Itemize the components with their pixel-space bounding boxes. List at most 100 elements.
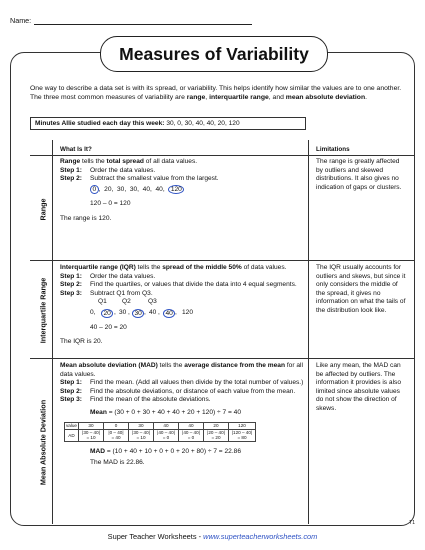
intro-term-mad: mean absolute deviation (285, 94, 366, 102)
range-limitation: The range is greatly affected by outlier… (316, 158, 402, 191)
step-text: Subtract Q1 from Q3. (90, 289, 153, 297)
table-cell: |30 – 40| = 10 (127, 428, 154, 442)
table-cell: |40 – 40| = 0 (152, 428, 179, 442)
side-label-mad: Mean Absolute Deviation (38, 399, 48, 486)
row-divider (30, 155, 414, 156)
value: , (175, 309, 177, 317)
cell-line: = 0 (162, 435, 170, 441)
text: of all data values. (143, 158, 198, 165)
intro-term-range: range (186, 94, 206, 102)
column-header-what: What Is It? (60, 146, 92, 153)
step-label: Step 3: (60, 396, 82, 404)
term: total spread (106, 158, 144, 165)
intro-end: . (365, 94, 367, 102)
cell-line: |0 – 40| (108, 430, 124, 436)
row-divider (30, 260, 414, 261)
q2-label: Q2 (122, 298, 131, 306)
circled-q1: 20 (101, 309, 114, 319)
circled-q3: 40 (163, 309, 176, 319)
mad-content: Mean absolute deviation (MAD) tells the … (60, 362, 304, 468)
text: tells the (157, 362, 185, 369)
table-cell: 30 (127, 421, 154, 430)
data-box-values: 30, 0, 30, 40, 40, 20, 120 (166, 120, 240, 127)
text: tells the (135, 264, 163, 271)
value: 120 (182, 309, 194, 317)
table-cell: 40 (177, 421, 204, 430)
mad-calculation: MAD = (10 + 40 + 10 + 0 + 0 + 20 + 80) ÷… (90, 448, 304, 457)
mad-limitation: Like any mean, the MAD can be affected b… (316, 362, 402, 412)
column-divider (52, 140, 53, 524)
intro-text: One way to describe a data set is with i… (30, 85, 402, 102)
step-text: Find the absolute deviations, or distanc… (90, 387, 296, 395)
iqr-calculation: 40 – 20 = 20 (90, 324, 127, 332)
step-label: Step 1: (60, 272, 82, 280)
cell-line: |120 – 40| (231, 430, 253, 436)
iqr-quartile-diagram: Q1 Q2 Q3 0, 20 , 30 , 30 , 40 , 40 , 120 (90, 298, 304, 320)
step-label: Step 1: (60, 379, 82, 387)
value: , (114, 309, 116, 317)
values: , 20, 30, 30, 40, 40, (98, 185, 169, 193)
column-divider (308, 140, 309, 524)
range-calculation: 120 – 0 = 120 (90, 200, 131, 208)
data-box-label: Minutes Allie studied each day this week… (35, 120, 165, 127)
value: 30 (119, 309, 127, 317)
name-label: Name: (10, 16, 32, 25)
value: 0, (90, 309, 96, 317)
step-label: Step 3: (60, 289, 82, 297)
value: , (128, 309, 130, 317)
value: , (158, 309, 160, 317)
title-box: Measures of Variability (100, 36, 328, 72)
step-label: Step 2: (60, 175, 82, 183)
range-definition: Range tells the total spread of all data… (60, 158, 304, 167)
table-cell: 0 (102, 421, 129, 430)
step-text: Find the mean. (Add all values then divi… (90, 379, 304, 387)
step-text: Find the quartiles, or values that divid… (90, 281, 297, 289)
range-ordered-values: 0, 20, 30, 30, 40, 40, 120 (90, 184, 304, 195)
mad-step-1: Step 1: Find the mean. (Add all values th… (60, 379, 304, 388)
mean-formula: = (30 + 0 + 30 + 40 + 40 + 20 + 120) ÷ 7… (106, 408, 241, 416)
iqr-limitation: The IQR usually accounts for outliers an… (316, 264, 406, 314)
step-label: Step 2: (60, 281, 82, 289)
iqr-step-2: Step 2: Find the quartiles, or values tha… (60, 281, 304, 290)
text: of data values. (241, 264, 287, 271)
term: average distance from the mean (184, 362, 285, 369)
mad-label: MAD (90, 447, 106, 455)
range-step-2: Step 2: Subtract the smallest value from … (60, 175, 304, 184)
table-cell: |40 – 40| = 0 (177, 428, 204, 442)
term: Range (60, 158, 81, 165)
text: tells the (80, 158, 107, 165)
value: 40 (149, 309, 157, 317)
iqr-definition: Interquartile range (IQR) tells the spre… (60, 264, 304, 273)
footer-url: www.superteacherworksheets.com (203, 532, 318, 541)
table-cell: |120 – 40| = 80 (227, 428, 256, 442)
table-cell: 120 (227, 421, 256, 430)
cell-line: = 10 (136, 435, 146, 441)
mean-label: Mean (90, 408, 107, 416)
table-row: AD |30 – 40| = 10 |0 – 40| = 40 |30 – 40| =… (64, 428, 256, 442)
footer-brand: Super Teacher Worksheets - (107, 532, 204, 541)
mad-step-3: Step 3: Find the mean of the absolute dev… (60, 396, 304, 405)
intro-term-iqr: interquartile range (209, 94, 269, 102)
range-content: Range tells the total spread of all data… (60, 158, 304, 224)
q3-label: Q3 (148, 298, 157, 306)
step-text: Subtract the smallest value from the lar… (90, 175, 219, 183)
range-step-1: Step 1: Order the data values. (60, 167, 304, 176)
cell-line: = 80 (237, 435, 247, 441)
cell-line: |20 – 40| (207, 430, 225, 436)
row-divider (30, 358, 414, 359)
table-cell: value (64, 421, 79, 430)
page-title: Measures of Variability (119, 44, 309, 64)
cell-line: |40 – 40| (157, 430, 175, 436)
q1-label: Q1 (98, 298, 107, 306)
mad-step-2: Step 2: Find the absolute deviations, or … (60, 388, 304, 397)
step-label: Step 1: (60, 166, 82, 174)
term: spread of the middle 50% (162, 264, 242, 271)
cell-line: |40 – 40| (182, 430, 200, 436)
iqr-content: Interquartile range (IQR) tells the spre… (60, 264, 304, 347)
step-text: Order the data values. (90, 166, 156, 174)
mad-mean-calculation: Mean = (30 + 0 + 30 + 40 + 40 + 20 + 120… (90, 409, 304, 418)
table-cell: 40 (152, 421, 179, 430)
intro-sep: , and (268, 94, 286, 102)
cell-line: = 10 (86, 435, 96, 441)
circled-q2: 30 (132, 309, 145, 319)
